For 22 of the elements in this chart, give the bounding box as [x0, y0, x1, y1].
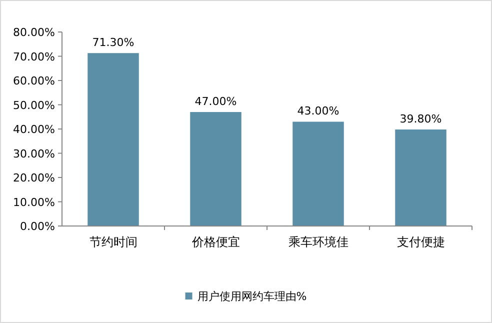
x-tick-label: 支付便捷: [396, 235, 445, 249]
x-tick-label: 节约时间: [89, 235, 138, 249]
x-tick-label: 乘车环境佳: [288, 235, 348, 249]
x-tick-label: 价格便宜: [190, 235, 240, 249]
y-tick-label: 20.00%: [13, 172, 55, 184]
y-tick-label: 40.00%: [13, 123, 55, 136]
y-tick-label: 80.00%: [13, 26, 55, 39]
data-label: 47.00%: [194, 95, 237, 108]
y-tick-label: 60.00%: [13, 74, 55, 88]
y-tick-label: 10.00%: [13, 196, 55, 209]
data-label: 43.00%: [297, 104, 340, 118]
y-tick-label: 30.00%: [13, 147, 55, 160]
y-tick-label: 0.00%: [20, 220, 55, 233]
bar: [395, 129, 446, 226]
bar: [190, 112, 242, 226]
bar: [88, 53, 139, 226]
y-tick-label: 70.00%: [13, 50, 55, 64]
legend-label: 用户使用网约车理由%: [197, 290, 307, 303]
data-label: 71.30%: [92, 36, 134, 50]
y-tick-label: 50.00%: [13, 98, 55, 112]
data-label: 39.80%: [400, 112, 442, 126]
bar: [292, 122, 344, 226]
